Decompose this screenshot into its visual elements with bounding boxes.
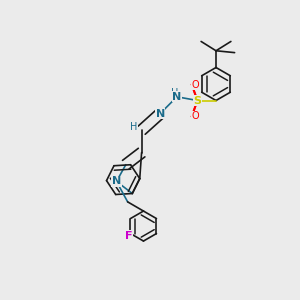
Text: N: N: [112, 176, 121, 186]
Text: F: F: [125, 231, 133, 241]
Text: O: O: [192, 111, 199, 121]
Text: H: H: [171, 88, 178, 98]
Text: O: O: [192, 80, 199, 90]
Text: N: N: [156, 109, 165, 118]
Text: N: N: [172, 92, 182, 102]
Text: S: S: [194, 95, 201, 106]
Text: H: H: [130, 122, 138, 132]
